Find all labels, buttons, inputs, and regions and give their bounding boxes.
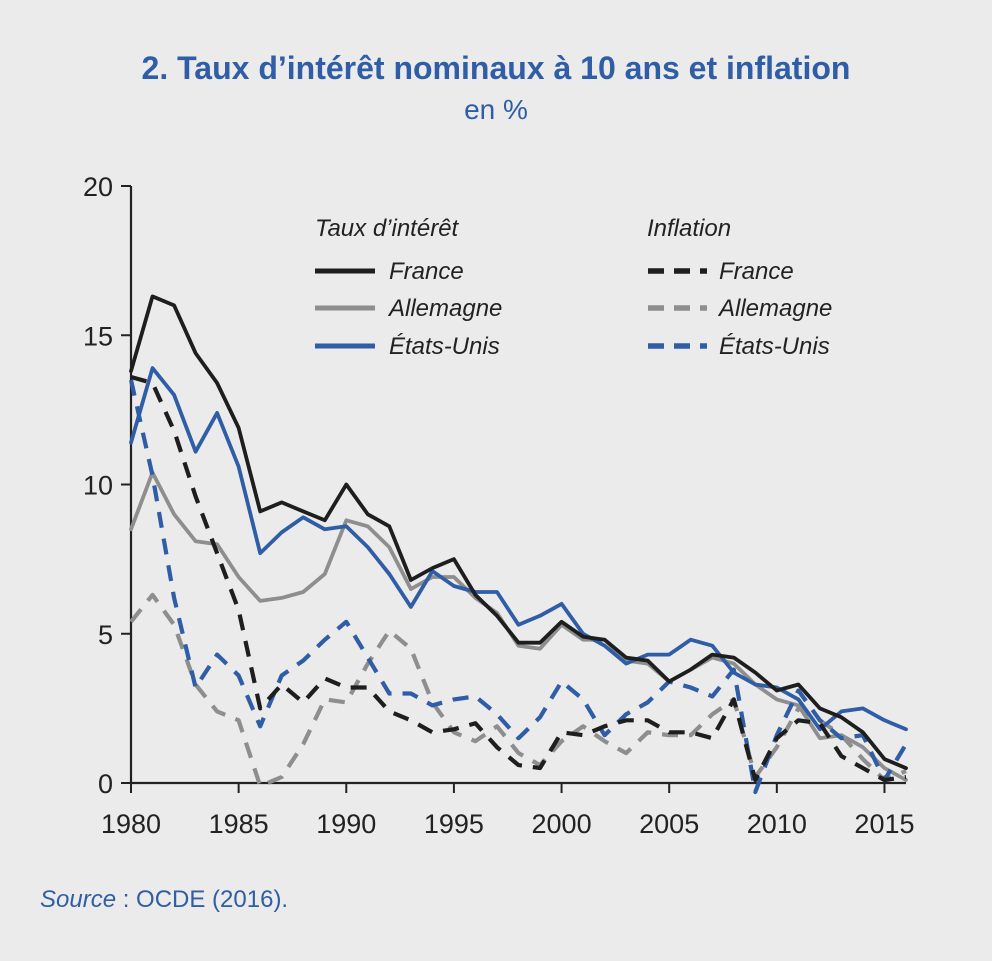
series-line-inflation-france — [130, 374, 907, 783]
legend-label-interest-allemagne: Allemagne — [387, 295, 502, 322]
legend-label-inflation-france: France — [719, 258, 794, 285]
legend-label-interest-france: France — [389, 258, 464, 285]
x-tick-label: 1995 — [424, 809, 484, 839]
legend-group-interest: Taux d’intérêt — [315, 215, 460, 242]
series-line-interest-france — [129, 294, 908, 770]
legend-label-inflation-etats-unis: États-Unis — [719, 333, 830, 360]
x-tick-label: 1985 — [209, 809, 269, 839]
series-line-inflation-etats-unis — [128, 379, 908, 795]
source-label: Source — [40, 886, 117, 913]
legend-group-inflation: Inflation — [647, 215, 731, 242]
series-line-interest-allemagne — [129, 470, 908, 782]
legend-label-inflation-allemagne: Allemagne — [717, 295, 832, 322]
axes: 0 5 10 15 20 1980 1985 1990 1995 2000 2005 2010 2015 — [83, 172, 915, 839]
y-tick-label: 0 — [98, 769, 113, 799]
x-tick-label: 2005 — [639, 809, 699, 839]
x-tick-label: 1980 — [101, 809, 161, 839]
source-note: Source : OCDE (2016). — [40, 886, 288, 914]
x-tick-label: 2010 — [747, 809, 807, 839]
series-layer — [128, 294, 908, 795]
chart-subtitle: en % — [464, 94, 528, 125]
chart-title: 2. Taux d’intérêt nominaux à 10 ans et i… — [141, 50, 851, 86]
series-line-inflation-allemagne — [129, 592, 907, 789]
legend-label-interest-etats-unis: États-Unis — [389, 333, 500, 360]
x-tick-label: 1990 — [316, 809, 376, 839]
y-tick-label: 5 — [98, 620, 113, 650]
y-tick-label: 10 — [83, 471, 113, 501]
y-tick-label: 20 — [83, 172, 113, 202]
source-text: : OCDE (2016). — [116, 886, 289, 913]
y-tick-label: 15 — [83, 321, 113, 351]
series-line-interest-etats-unis — [129, 366, 908, 732]
legend: Taux d’intérêt Inflation France Allemagne Ét… — [315, 215, 832, 360]
x-tick-label: 2015 — [854, 809, 914, 839]
x-tick-label: 2000 — [532, 809, 592, 839]
